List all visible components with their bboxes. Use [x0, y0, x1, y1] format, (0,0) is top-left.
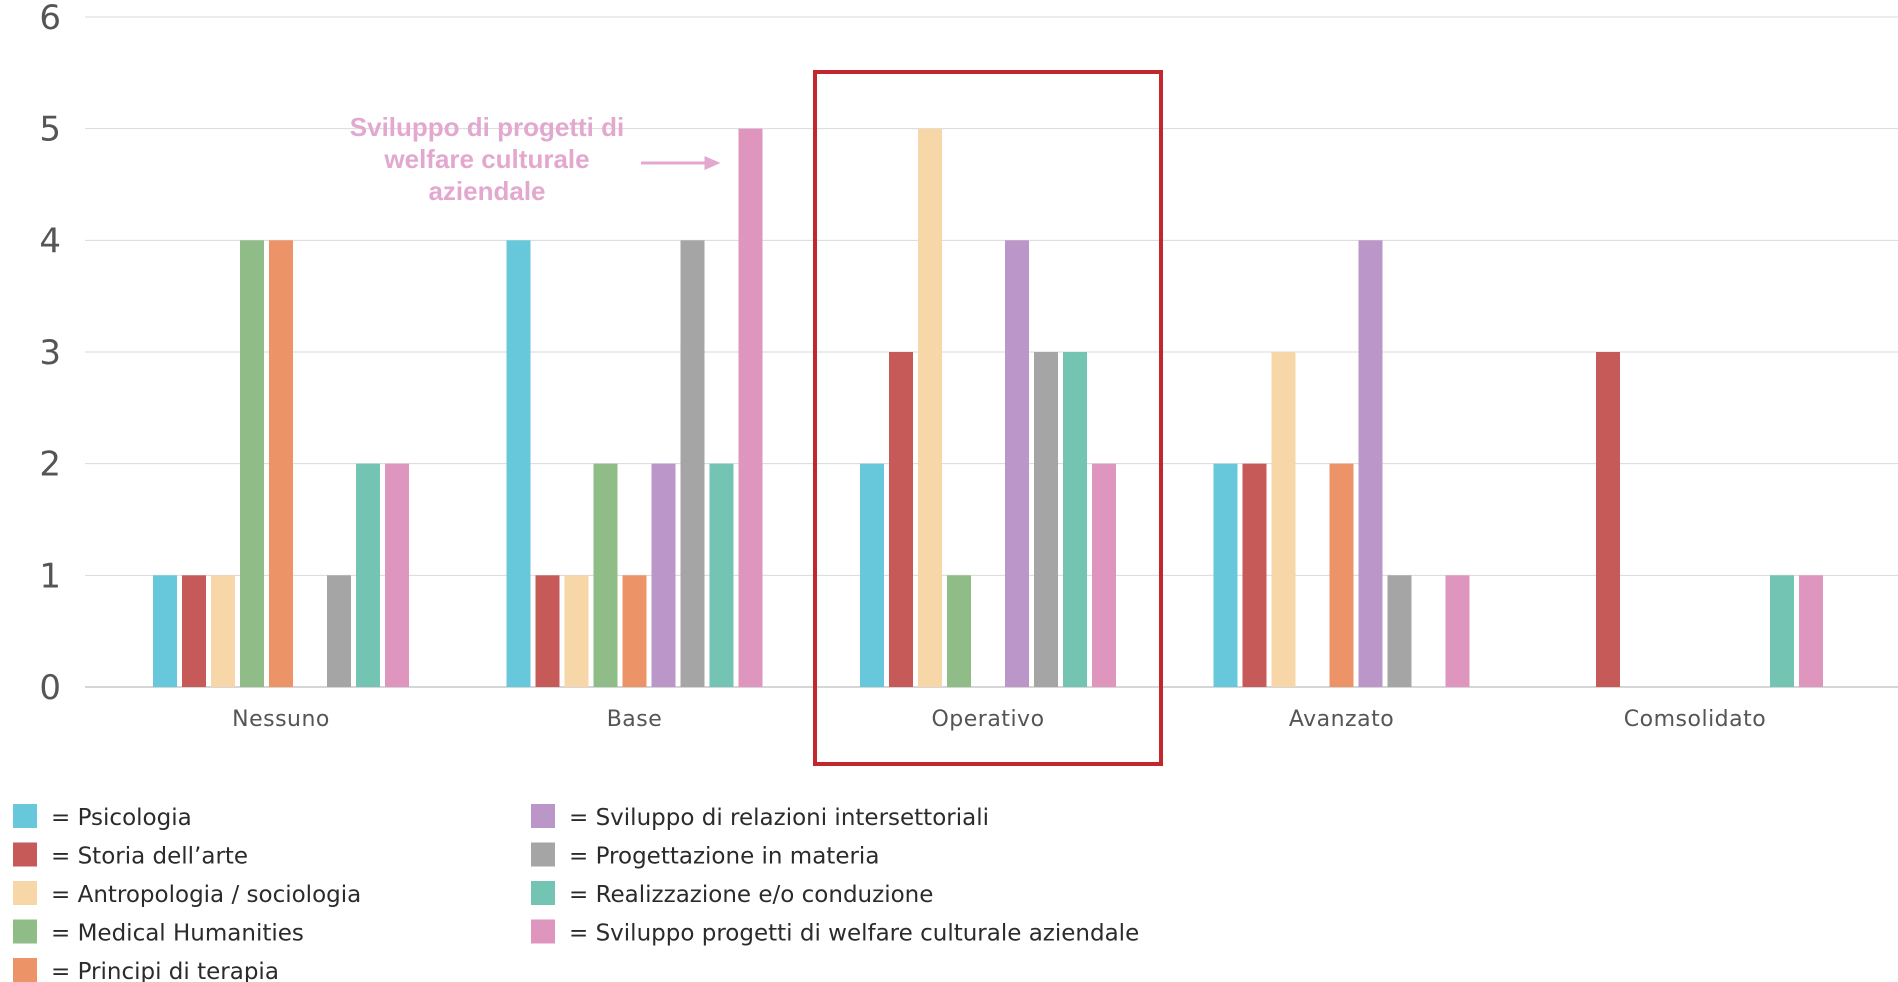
legend-swatch — [531, 881, 555, 905]
legend-label: = Antropologia / sociologia — [51, 882, 361, 908]
bar — [269, 240, 293, 688]
bar — [564, 575, 589, 687]
legend-label: = Psicologia — [51, 805, 192, 831]
bar — [506, 240, 531, 688]
y-tick-label: 1 — [39, 556, 61, 596]
bar — [1242, 463, 1267, 687]
y-tick-label: 0 — [39, 668, 61, 708]
legend-label: = Sviluppo progetti di welfare culturale… — [569, 921, 1139, 947]
legend-label: = Realizzazione e/o conduzione — [569, 882, 933, 908]
bar — [1063, 352, 1087, 687]
bar — [211, 575, 235, 687]
bar — [622, 575, 647, 687]
bar — [1799, 575, 1823, 687]
y-tick-label: 6 — [39, 0, 61, 38]
legend-swatch — [531, 842, 555, 867]
legend-swatch — [13, 919, 37, 944]
legend-label: = Principi di terapia — [51, 959, 279, 982]
bar — [1092, 463, 1116, 687]
legend-label: = Progettazione in materia — [569, 844, 879, 870]
bar — [889, 352, 913, 687]
legend-label: = Storia dell’arte — [51, 844, 248, 870]
legend-swatch — [531, 919, 555, 944]
bar — [240, 240, 264, 688]
legend-swatch — [13, 842, 37, 867]
bar — [1329, 463, 1354, 687]
bar — [1445, 575, 1470, 687]
legend-swatch — [13, 881, 37, 905]
bar — [535, 575, 560, 687]
bar — [651, 463, 676, 687]
bar — [1596, 352, 1620, 687]
legend-label: = Sviluppo di relazioni intersettoriali — [569, 805, 989, 831]
bar — [1213, 463, 1238, 687]
x-tick-label: Operativo — [931, 707, 1044, 732]
bar — [738, 128, 763, 687]
annotation-text: aziendale — [428, 176, 545, 206]
x-tick-label: Base — [607, 707, 663, 732]
bar — [947, 575, 971, 687]
bar — [1358, 240, 1383, 688]
bar — [680, 240, 705, 688]
y-tick-label: 5 — [39, 110, 61, 150]
y-tick-label: 3 — [39, 333, 61, 373]
legend-label: = Medical Humanities — [51, 921, 304, 947]
bar — [153, 575, 177, 687]
legend-swatch — [531, 804, 555, 828]
legend-swatch — [13, 958, 37, 982]
bar — [918, 128, 942, 687]
legend-swatch — [13, 804, 37, 828]
annotation-text: welfare culturale — [383, 144, 589, 174]
bar — [182, 575, 206, 687]
bar — [356, 463, 380, 687]
bar — [860, 463, 884, 687]
y-tick-label: 2 — [39, 445, 61, 485]
bar — [327, 575, 351, 687]
annotation-arrow-head — [704, 156, 721, 170]
bar — [593, 463, 618, 687]
x-tick-label: Avanzato — [1289, 707, 1394, 732]
bar — [1770, 575, 1794, 687]
bar — [1034, 352, 1058, 687]
annotation-text: Sviluppo di progetti di — [350, 112, 624, 142]
bar — [709, 463, 734, 687]
x-tick-label: Nessuno — [232, 707, 330, 732]
bar — [1005, 240, 1029, 688]
bar — [1271, 352, 1296, 687]
bar — [1387, 575, 1412, 687]
bar — [385, 463, 409, 687]
x-tick-label: Comsolidato — [1624, 707, 1766, 732]
highlight-box — [813, 70, 1163, 766]
y-tick-label: 4 — [39, 221, 61, 261]
